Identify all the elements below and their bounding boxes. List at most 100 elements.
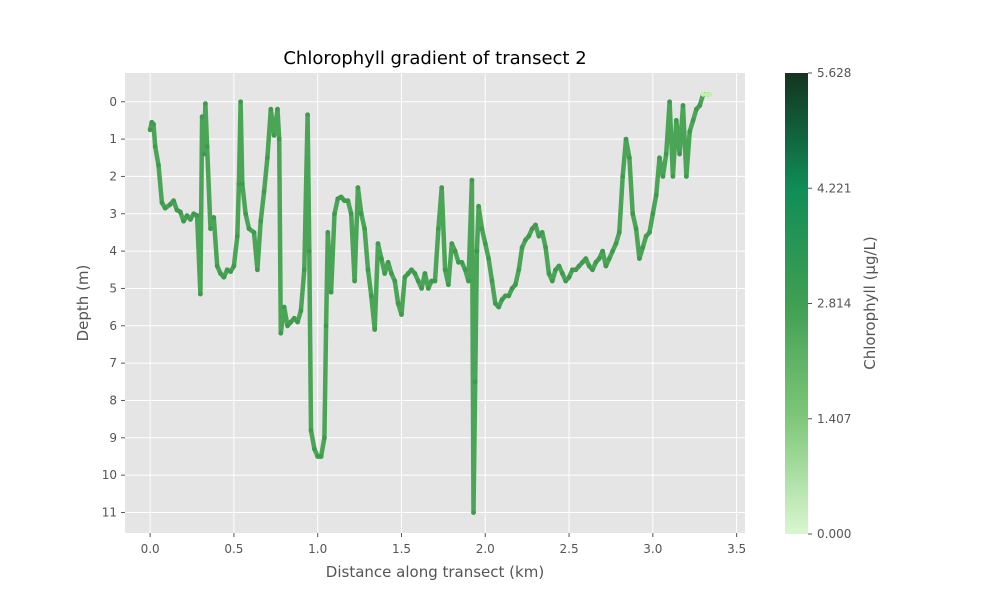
data-point (533, 222, 538, 228)
data-point (255, 267, 260, 273)
data-point (492, 301, 498, 306)
data-point (449, 241, 455, 247)
data-point (529, 226, 535, 232)
data-point (627, 155, 632, 161)
data-point (546, 271, 552, 276)
data-point (358, 211, 364, 217)
data-point (620, 174, 626, 179)
data-point (489, 278, 495, 284)
data-point (318, 454, 324, 459)
colorbar-ticks: 0.000 1.407 2.814 4.221 5.628 (808, 66, 851, 541)
data-point (204, 144, 210, 150)
data-point (415, 278, 421, 284)
data-point (199, 114, 205, 120)
data-point (523, 237, 528, 243)
data-point (402, 274, 408, 280)
x-tick-label: 0.0 (141, 542, 160, 556)
data-point (496, 304, 502, 310)
data-point (312, 446, 317, 452)
data-point (167, 202, 173, 207)
data-point (338, 194, 344, 200)
data-point (580, 259, 585, 265)
data-point (697, 103, 703, 108)
data-point (214, 263, 220, 269)
data-point (355, 185, 361, 191)
x-tick-label: 0.5 (224, 542, 243, 556)
data-point (162, 205, 168, 211)
data-point (462, 267, 468, 273)
data-point (362, 226, 367, 232)
data-point (673, 118, 679, 123)
data-point (513, 282, 518, 288)
data-point (482, 241, 488, 247)
data-point (288, 319, 294, 325)
data-point (239, 181, 245, 187)
data-point (295, 319, 300, 325)
data-point (657, 155, 662, 161)
data-point (379, 256, 384, 261)
plot-area (125, 73, 745, 533)
data-point (566, 274, 572, 280)
data-point (452, 248, 458, 254)
data-point (663, 151, 669, 157)
data-point (637, 256, 642, 261)
data-point (694, 106, 699, 112)
data-point (690, 118, 696, 123)
data-point (177, 209, 183, 215)
data-point (549, 278, 555, 284)
data-point (291, 315, 297, 321)
data-point (399, 312, 404, 317)
data-point (156, 162, 161, 168)
data-point (560, 271, 565, 276)
data-point (271, 133, 277, 138)
data-point (298, 308, 304, 314)
data-point (345, 198, 351, 204)
data-point (198, 291, 203, 297)
data-point (389, 271, 394, 276)
data-point (152, 144, 158, 150)
data-point (246, 226, 252, 232)
y-tick-label: 2 (109, 169, 117, 183)
data-point (707, 91, 713, 97)
data-point (382, 271, 388, 276)
data-point (234, 233, 240, 239)
data-point (640, 245, 646, 250)
data-point (503, 293, 508, 299)
data-point (613, 241, 619, 247)
data-point (647, 230, 652, 235)
data-point (653, 192, 659, 198)
data-point (596, 256, 602, 261)
data-point (268, 106, 274, 112)
data-point (474, 248, 480, 254)
data-point (188, 217, 193, 222)
data-point (375, 241, 381, 247)
data-point (499, 297, 505, 302)
data-point (516, 267, 522, 273)
data-point (159, 200, 165, 206)
data-point (218, 271, 223, 276)
data-point (700, 91, 706, 97)
data-point (643, 233, 649, 239)
data-point (261, 189, 267, 194)
data-point (650, 211, 656, 217)
data-point (405, 271, 411, 276)
data-point (623, 136, 629, 142)
data-point (556, 263, 562, 269)
data-point (586, 263, 592, 269)
y-axis: 0 1 2 3 4 5 6 7 8 9 10 11 (102, 95, 125, 519)
data-point (323, 323, 329, 329)
data-point (328, 289, 334, 295)
data-point (670, 174, 676, 179)
data-point (606, 256, 612, 261)
y-tick-label: 3 (109, 207, 117, 221)
y-tick-label: 7 (109, 356, 117, 370)
data-point (536, 233, 542, 239)
data-point (285, 323, 290, 329)
x-axis-label: Distance along transect (km) (326, 563, 544, 581)
data-point (506, 293, 512, 299)
data-point (392, 278, 398, 284)
y-axis-label: Depth (m) (74, 265, 92, 342)
x-tick-label: 3.0 (643, 542, 662, 556)
x-axis: 0.0 0.5 1.0 1.5 2.0 2.5 3.0 3.5 (141, 533, 746, 556)
